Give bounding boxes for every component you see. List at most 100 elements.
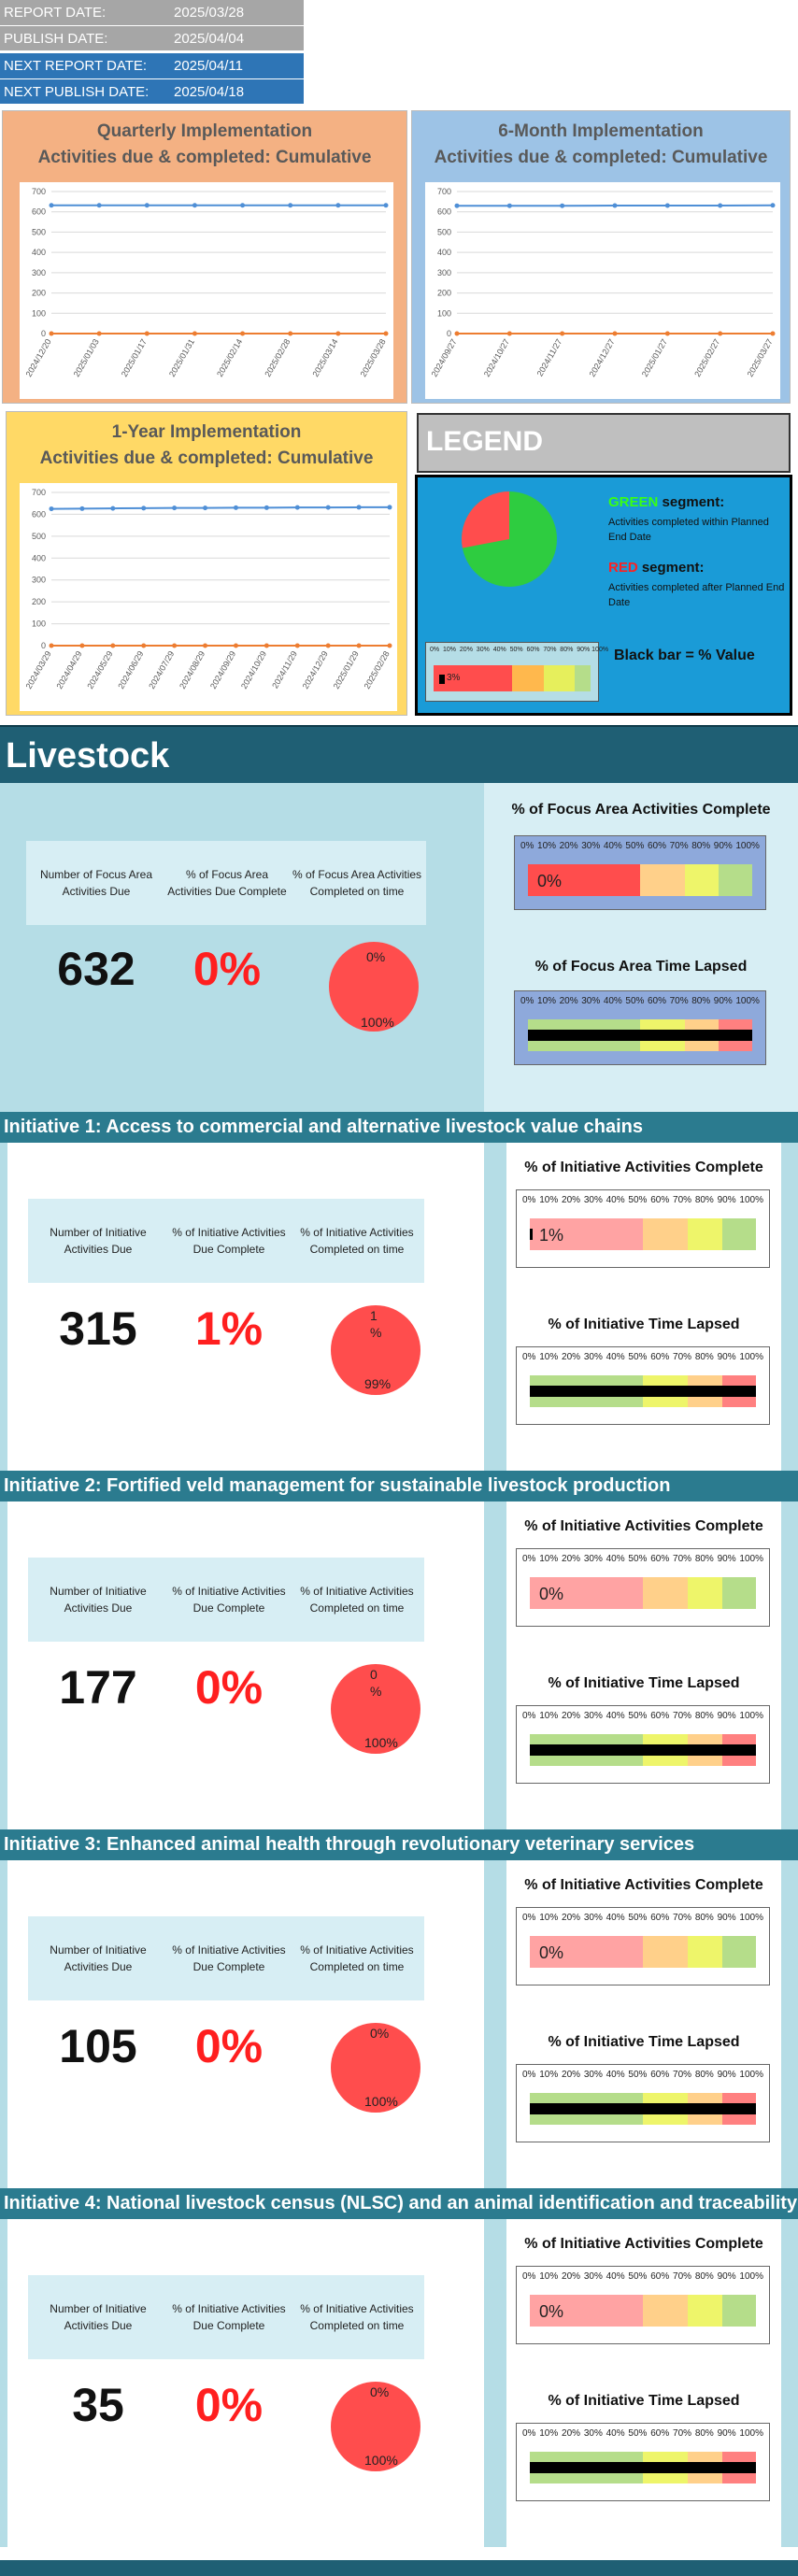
gauge-tick-label: 80% <box>694 2428 714 2439</box>
legend-panel: GREEN segment: Activities completed with… <box>415 475 792 716</box>
y-tick-label: 200 <box>437 289 451 298</box>
section-banner: Livestock <box>0 725 798 783</box>
initiative-due-value: 315 <box>59 1302 137 1355</box>
initiative-complete-title: % of Initiative Activities Complete <box>524 1877 763 1893</box>
x-tick-label: 2025/02/14 <box>215 337 244 378</box>
initiative-pct-label: % of Initiative Activities Due Complete <box>172 1943 286 1973</box>
x-tick-label: 2024/03/29 <box>24 649 53 690</box>
legend-title: LEGEND <box>426 426 544 457</box>
gauge-tick-label: 100% <box>735 841 760 851</box>
initiative-due-value: 177 <box>59 1661 137 1714</box>
footer-banner <box>0 2560 798 2576</box>
initiative-title-bar: Initiative 2: Fortified veld management … <box>0 1471 798 1501</box>
data-point <box>506 203 512 208</box>
initiative-pct-label: % of Initiative Activities Due Complete <box>172 1585 286 1615</box>
focus-area-block: Number of Focus Area Activities Due % of… <box>0 783 798 1112</box>
gauge-tick-label: 70% <box>673 1352 692 1362</box>
gauge-tick-label: 80% <box>694 1913 714 1923</box>
gauge-pct-label: 0% <box>539 1943 564 1962</box>
focus-pie-top-label: 0% <box>366 949 386 964</box>
initiative-pie-bottom-label: 100% <box>364 1735 398 1750</box>
initiative-due-label: Number of Initiative Activities Due <box>50 1943 147 1973</box>
y-tick-label: 300 <box>32 268 46 278</box>
x-tick-label: 2025/01/27 <box>640 337 669 378</box>
initiative-complete-gauge: 0% 10% 20% 30% 40% 50% 60% 70% 80% 90% 100% 0% <box>516 2266 770 2344</box>
initiative-title: Initiative 1: Access to commercial and a… <box>4 1117 644 1137</box>
gauge-pct-label: 0% <box>537 872 563 890</box>
initiative-kpi-header: Number of Initiative Activities Due % of… <box>28 2275 424 2359</box>
data-point <box>264 505 269 510</box>
legend-sample-ticks: 0% 10% 20% 30% 40% 50% 60% 70% 80% 90% 1… <box>430 647 609 653</box>
gauge-tick-label: 20% <box>559 841 578 851</box>
initiative-due-label: Number of Initiative Activities Due <box>50 1585 147 1615</box>
gauge-tick-label: 30% <box>583 2070 603 2080</box>
chart-title: 1-Year Implementation <box>111 422 302 442</box>
focus-time-title: % of Focus Area Time Lapsed <box>534 959 748 975</box>
data-point <box>172 643 178 648</box>
data-point <box>49 643 54 648</box>
section-title: Livestock <box>6 736 170 776</box>
data-point <box>192 203 197 208</box>
data-point <box>264 643 269 648</box>
x-tick-label: 2025/03/14 <box>310 337 339 378</box>
gauge-tick-label: 100% <box>739 2070 763 2080</box>
gauge-tick-label: 60% <box>650 1913 670 1923</box>
data-point <box>144 331 150 336</box>
data-point <box>335 331 341 336</box>
initiative-complete-title: % of Initiative Activities Complete <box>524 2236 763 2252</box>
data-point <box>454 203 460 208</box>
initiative-due-value: 35 <box>72 2379 124 2431</box>
gauge-tick-label: 90% <box>717 1554 736 1564</box>
data-point <box>49 331 54 336</box>
x-tick-label: 2024/09/27 <box>430 337 459 378</box>
gauge-tick-label: 90% <box>717 1913 736 1923</box>
gauge-tick-labels: 0% 10% 20% 30% 40% 50% 60% 70% 80% 90% 100% <box>522 2428 763 2439</box>
gauge-tick-labels: 0% 10% 20% 30% 40% 50% 60% 70% 80% 90% 100% <box>520 996 760 1006</box>
gauge-tick-label: 40% <box>603 841 622 851</box>
initiative-title-bar: Initiative 3: Enhanced animal health thr… <box>0 1829 798 1860</box>
initiative-block: Number of Initiative Activities Due % of… <box>0 1860 798 2188</box>
gauge-tick-label: 50% <box>628 1195 648 1205</box>
data-point <box>96 331 102 336</box>
gauge-tick-label: 10% <box>539 1554 559 1564</box>
initiative-pie-top-label: 1 % <box>370 1308 382 1340</box>
chart-title: 6-Month Implementation <box>498 121 704 141</box>
y-tick-label: 700 <box>32 488 46 497</box>
y-tick-label: 100 <box>32 619 46 629</box>
data-point <box>506 331 512 336</box>
gauge-tick-label: 40% <box>606 1195 625 1205</box>
gauge-tick-label: 50% <box>628 1554 648 1564</box>
x-tick-label: 2024/06/29 <box>116 649 145 690</box>
x-tick-label: 2025/03/27 <box>746 337 775 378</box>
data-point <box>383 331 389 336</box>
gauge-tick-label: 30% <box>583 1554 603 1564</box>
gauge-tick-label: 10% <box>539 2070 559 2080</box>
gauge-tick-label: 90% <box>717 1195 736 1205</box>
legend-pie <box>462 491 557 587</box>
gauge-tick-label: 70% <box>673 1711 692 1721</box>
data-point <box>770 331 776 336</box>
y-tick-label: 0 <box>41 641 46 650</box>
gauge-tick-label: 80% <box>691 996 711 1006</box>
gauge-tick-label: 10% <box>537 996 557 1006</box>
gauge-tick-label: 70% <box>669 996 689 1006</box>
data-point <box>387 643 392 648</box>
gauge-tick-label: 0% <box>522 1554 536 1564</box>
initiative-pie-top-label: 0% <box>370 2026 390 2041</box>
gauge-tick-labels: 0% 10% 20% 30% 40% 50% 60% 70% 80% 90% 100% <box>520 841 760 851</box>
gauge-tick-label: 80% <box>694 1195 714 1205</box>
gauge-tick-label: 20% <box>562 1913 581 1923</box>
initiative-title-bar: Initiative 1: Access to commercial and a… <box>0 1112 798 1143</box>
gauge-bar <box>530 2295 756 2327</box>
focus-due-label: Number of Focus Area Activities Due <box>39 868 153 898</box>
initiative-time-title: % of Initiative Time Lapsed <box>548 1675 740 1691</box>
focus-kpi-header: Number of Focus Area Activities Due % of… <box>26 841 426 925</box>
y-tick-label: 300 <box>32 576 46 585</box>
gauge-tick-label: 40% <box>606 1913 625 1923</box>
quarterly-chart: Quarterly Implementation Activities due … <box>2 110 407 404</box>
gauge-tick-label: 70% <box>673 2070 692 2080</box>
data-point <box>356 643 362 648</box>
gauge-tick-label: 60% <box>648 841 667 851</box>
focus-ontime-label: % of Focus Area Activities Completed on … <box>292 868 422 898</box>
y-tick-label: 0 <box>41 329 46 338</box>
